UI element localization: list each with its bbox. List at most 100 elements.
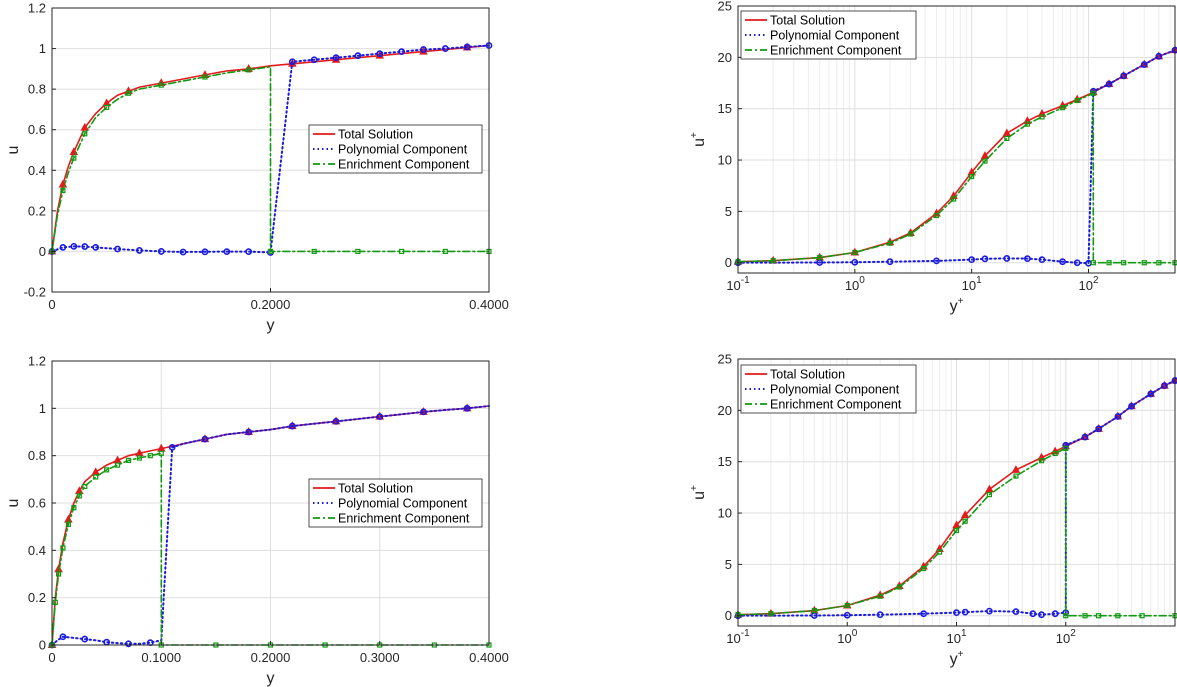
data-point	[1105, 80, 1113, 88]
x-tick-label: 0.2000	[251, 650, 291, 665]
y-tick-label: 1	[39, 41, 46, 56]
data-point	[1059, 105, 1066, 111]
data-point	[1063, 445, 1069, 451]
data-point	[179, 248, 187, 256]
data-point	[463, 43, 471, 51]
y-tick-label: 0.4	[28, 543, 46, 558]
data-point	[1038, 458, 1045, 464]
data-point	[354, 52, 362, 60]
y-tick-label: 0.6	[28, 496, 46, 511]
data-point	[201, 435, 209, 443]
data-point	[76, 493, 82, 499]
data-point	[887, 240, 893, 246]
data-point	[60, 187, 66, 194]
y-tick-label: 20	[718, 403, 732, 418]
data-point	[1081, 433, 1089, 441]
data-point	[811, 607, 817, 614]
tick-labels: 10-1 100 101 102 0 5 10 15 20 25	[718, 0, 1099, 293]
data-point	[843, 611, 851, 619]
data-point	[463, 404, 471, 412]
data-point	[332, 54, 340, 62]
data-point	[936, 549, 943, 555]
x-tick-label: 100	[845, 275, 865, 293]
data-point	[59, 633, 67, 641]
data-point	[1156, 260, 1162, 266]
data-point	[93, 474, 99, 480]
data-point	[114, 462, 121, 468]
data-point	[960, 510, 970, 519]
y-axis-label: u+	[689, 132, 708, 147]
data-point	[953, 527, 960, 534]
series-line	[51, 44, 490, 253]
data-point	[288, 58, 296, 66]
data-point	[376, 50, 384, 58]
series-enrichment-component	[735, 445, 1177, 619]
data-point	[1155, 52, 1163, 60]
data-point	[953, 609, 960, 617]
x-tick-label: 0.1000	[141, 650, 181, 665]
legend-box	[308, 124, 483, 174]
data-point	[770, 258, 776, 264]
x-tick-label: 102	[1078, 275, 1098, 293]
data-point	[168, 443, 176, 451]
data-point	[158, 82, 164, 88]
data-point	[135, 247, 143, 254]
data-point	[1141, 260, 1147, 266]
data-point	[1013, 473, 1019, 479]
data-point	[1128, 402, 1135, 410]
series-polynomial-component	[734, 377, 1177, 620]
data-point	[1095, 425, 1103, 433]
x-axis-label: y+	[950, 649, 964, 668]
y-tick-label: 0.6	[28, 122, 46, 137]
data-point	[81, 243, 89, 250]
data-point	[60, 545, 66, 551]
data-point	[896, 584, 902, 590]
legend-box	[740, 364, 917, 414]
data-point	[441, 45, 449, 52]
legend-label: Enrichment Component	[770, 43, 902, 57]
data-point	[288, 422, 296, 430]
x-tick-label: 100	[837, 628, 857, 646]
data-point	[852, 249, 858, 256]
data-point	[376, 413, 384, 421]
y-axis-label: u	[5, 499, 22, 508]
legend-box	[308, 478, 483, 528]
data-point	[1147, 390, 1155, 398]
data-point	[398, 48, 405, 56]
legend-label: Total Solution	[770, 13, 845, 27]
data-point	[332, 417, 340, 425]
data-point	[82, 131, 88, 137]
x-tick-label: 0.4000	[469, 650, 509, 665]
axes-box	[737, 5, 1176, 274]
data-point	[1121, 260, 1127, 266]
data-point	[877, 593, 883, 599]
data-point	[104, 467, 110, 473]
y-tick-label: 5	[725, 557, 732, 572]
data-point	[1038, 256, 1046, 264]
data-point	[969, 173, 975, 180]
legend-box	[740, 10, 917, 60]
data-point	[982, 158, 988, 164]
data-point	[399, 248, 405, 255]
data-point	[921, 565, 927, 572]
data-point	[201, 248, 209, 256]
data-point	[1038, 611, 1045, 619]
x-tick-label: 10-1	[726, 628, 750, 646]
x-tick-label: 10-1	[726, 275, 750, 293]
data-point	[950, 196, 957, 202]
y-tick-label: 0	[725, 608, 732, 623]
data-point	[1090, 90, 1096, 96]
data-point	[80, 122, 90, 131]
series-enrichment-component	[735, 90, 1177, 266]
data-point	[1003, 255, 1011, 262]
x-tick-label: 0.4000	[469, 297, 509, 312]
data-point	[420, 408, 427, 416]
x-tick-label: 0	[48, 297, 55, 312]
data-point	[1074, 97, 1080, 104]
legend-label: Enrichment Component	[338, 511, 470, 525]
data-point	[1139, 613, 1145, 619]
x-tick-label: 0.2000	[251, 297, 291, 312]
data-point	[962, 518, 968, 524]
